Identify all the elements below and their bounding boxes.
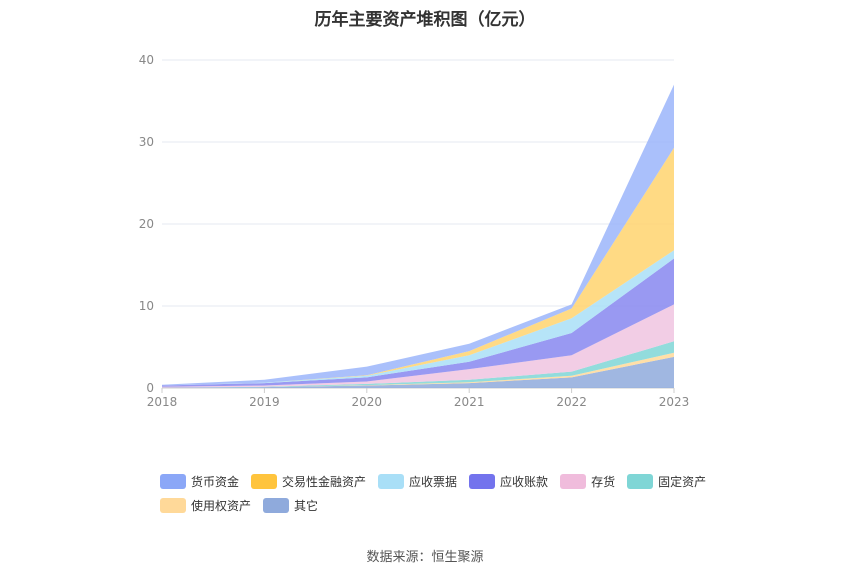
legend-item[interactable]: 使用权资产 xyxy=(160,496,251,514)
area-series xyxy=(162,147,674,386)
x-tick-label: 2019 xyxy=(249,395,280,409)
legend-label: 其它 xyxy=(294,498,319,513)
legend-label: 应收账款 xyxy=(500,474,549,489)
stacked-area-chart: 0 10 20 30 40 2018 2019 2020 2021 2022 2023 xyxy=(139,53,690,409)
x-tick-label: 2022 xyxy=(556,395,587,409)
legend-swatch xyxy=(469,473,496,489)
legend-label: 交易性金融资产 xyxy=(282,474,367,489)
legend-item[interactable]: 货币资金 xyxy=(160,472,239,490)
legend-item[interactable]: 交易性金融资产 xyxy=(251,472,366,490)
area-series xyxy=(162,258,674,387)
legend-swatch xyxy=(627,473,654,489)
legend-item[interactable]: 应收账款 xyxy=(469,472,548,490)
y-tick-label: 30 xyxy=(139,135,154,149)
legend-item[interactable]: 应收票据 xyxy=(378,472,457,490)
legend-label: 使用权资产 xyxy=(191,498,252,513)
legend-swatch xyxy=(263,497,290,513)
legend-swatch xyxy=(160,497,186,513)
x-tick-label: 2023 xyxy=(659,395,690,409)
x-tick-label: 2018 xyxy=(147,395,178,409)
y-tick-label: 10 xyxy=(139,299,154,313)
legend: 货币资金 交易性金融资产 应收票据 应收账款 存货 固定资产 使用权资产 其它 xyxy=(160,472,720,514)
legend-item[interactable]: 固定资产 xyxy=(627,472,706,490)
area-series xyxy=(162,304,674,388)
legend-swatch xyxy=(560,473,587,489)
legend-label: 存货 xyxy=(591,474,616,489)
legend-item[interactable]: 存货 xyxy=(560,472,615,490)
legend-label: 固定资产 xyxy=(658,474,707,489)
legend-swatch xyxy=(378,473,405,489)
x-tick-label: 2020 xyxy=(352,395,383,409)
x-tick-label: 2021 xyxy=(454,395,485,409)
y-tick-label: 0 xyxy=(146,381,154,395)
y-tick-label: 20 xyxy=(139,217,154,231)
legend-label: 货币资金 xyxy=(191,474,240,489)
legend-swatch xyxy=(251,473,278,489)
y-tick-label: 40 xyxy=(139,53,154,67)
data-source-note: 数据来源：恒生聚源 xyxy=(366,550,484,565)
area-series xyxy=(162,356,674,388)
chart-title: 历年主要资产堆积图（亿元） xyxy=(314,10,536,30)
legend-label: 应收票据 xyxy=(409,474,458,489)
legend-item[interactable]: 其它 xyxy=(263,496,318,514)
legend-swatch xyxy=(160,473,186,489)
area-series xyxy=(162,341,674,388)
